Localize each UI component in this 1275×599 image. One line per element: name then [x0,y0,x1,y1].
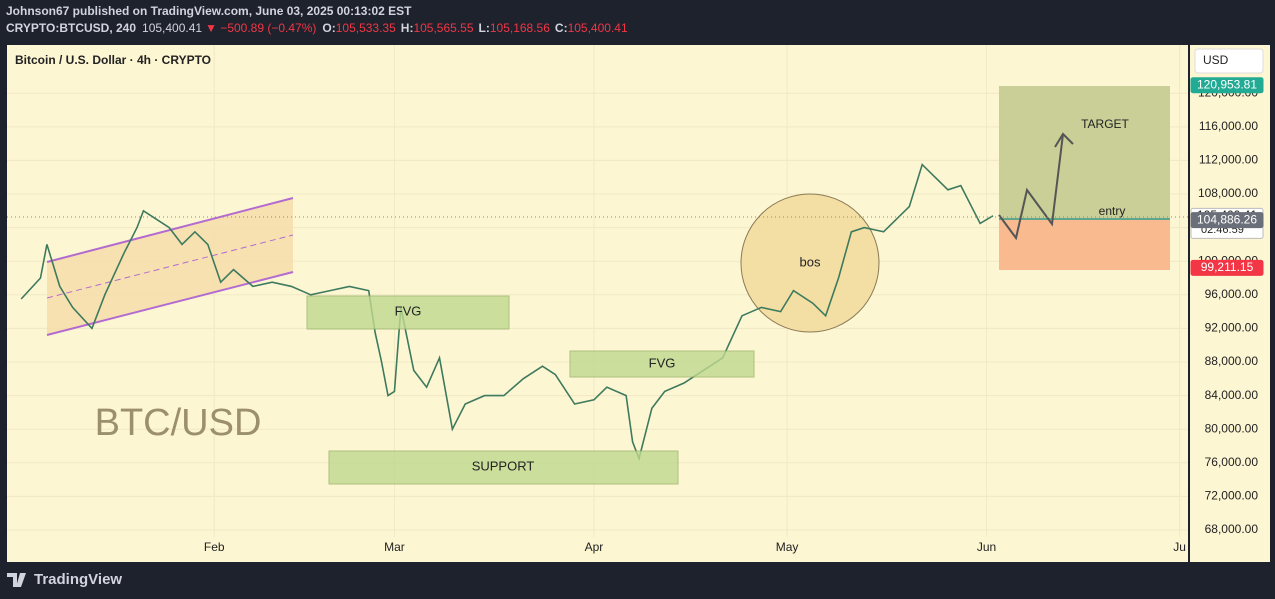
y-tick-label: 112,000.00 [1199,153,1258,167]
y-tick-label: 116,000.00 [1199,119,1258,133]
currency[interactable]: USD [1203,53,1229,67]
price-badge [1190,259,1264,276]
ohlc-value: 105,533.35 [336,21,396,35]
y-tick-label: 72,000.00 [1205,489,1259,503]
annotation: TARGET [1081,117,1129,131]
x-tick-label: May [776,540,799,554]
price-line [20,163,994,462]
target-zone [999,86,1170,220]
footer-logo[interactable]: TradingView [34,571,122,588]
ohlc-label: O: [322,21,335,35]
annotation: FVG [649,355,676,370]
chart-title: Bitcoin / U.S. Dollar · 4h · CRYPTO [15,53,211,67]
channel-line [46,197,294,263]
projection-arrow [998,133,1064,241]
publisher: Johnson67 published on TradingView.com, … [6,4,412,18]
series [20,163,994,462]
ohlc-value: 105,400.41 [568,21,628,35]
x-tick-label: Jun [977,540,996,554]
y-tick-label: 76,000.00 [1205,455,1259,469]
ohlc-label: L: [479,21,490,35]
logo-icon [7,573,26,587]
channel-fill [47,198,293,335]
x-tick-label: Ju [1173,540,1186,554]
stop-zone [999,220,1170,270]
arrow-head [1054,132,1074,148]
change: ▼ −500.89 (−0.47%) [205,21,316,35]
price-axis [1190,45,1270,562]
y-tick-label: 68,000.00 [1205,522,1259,536]
currency-button[interactable] [1194,48,1264,74]
price-badge [1190,212,1264,229]
y-tick-label: 96,000.00 [1205,287,1259,301]
price-badge-label: 120,953.81 [1197,77,1257,91]
ohlc-value: 105,565.55 [413,21,473,35]
last: 105,400.41 [142,21,202,35]
annotation: SUPPORT [472,458,535,473]
x-tick-label: Mar [384,540,405,554]
y-tick-label: 84,000.00 [1205,388,1259,402]
price-badge-label: 99,211.15 [1201,260,1254,274]
symbol-line: CRYPTO:BTCUSD, 240 105,400.41 ▼ −500.89 (−… [6,21,628,35]
annotation: FVG [395,303,422,318]
y-tick-label: 92,000.00 [1205,321,1259,335]
annotation: entry [1099,204,1126,218]
x-tick-label: Feb [204,540,225,554]
symbol: CRYPTO:BTCUSD, 240 [6,21,136,35]
price-badge [1190,77,1264,94]
ohlc-label: C: [555,21,568,35]
y-tick-label: 108,000.00 [1198,186,1258,200]
fvg-box [569,350,755,378]
price-badge-label: 104,886.26 [1197,212,1257,226]
bos-circle [740,193,880,333]
y-tick-label: 88,000.00 [1205,354,1259,368]
y-tick-label: 80,000.00 [1205,421,1259,435]
watermark: BTC/USD [95,402,262,444]
ohlc-label: H: [401,21,414,35]
annotation: bos [800,254,821,269]
support-box [328,450,679,485]
x-tick-label: Apr [585,540,604,554]
channel-mid [46,234,294,299]
ohlc-value: 105,168.56 [490,21,550,35]
fvg-box [306,295,510,330]
